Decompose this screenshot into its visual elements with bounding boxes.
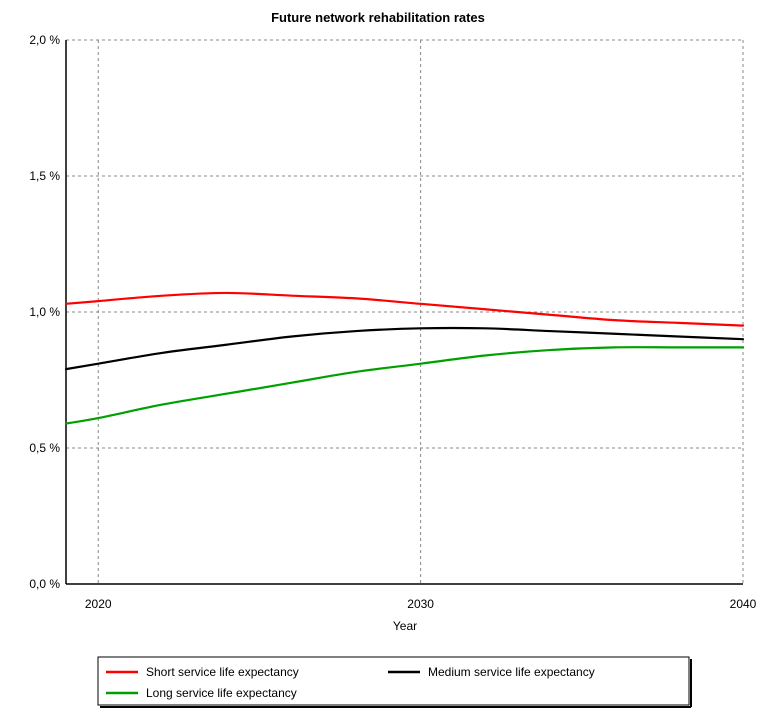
y-tick-label: 0,0 % [29,577,60,591]
x-tick-label: 2030 [407,597,434,611]
legend-label-long: Long service life expectancy [146,686,297,700]
tick-labels: 0,0 % 0,5 % 1,0 % 1,5 % 2,0 % 2020 2030 2040 [29,33,756,611]
series-line-short [64,291,745,327]
series-line-long [64,346,745,425]
legend-label-medium: Medium service life expectancy [428,665,595,679]
legend: Short service life expectancy Medium serv… [97,656,692,708]
y-tick-label: 2,0 % [29,33,60,47]
legend-label-short: Short service life expectancy [146,665,299,679]
axes [65,40,743,585]
x-tick-label: 2020 [85,597,112,611]
legend-box [97,656,690,706]
x-tick-label: 2040 [730,597,757,611]
series-line-medium [64,326,745,371]
y-tick-label: 1,5 % [29,169,60,183]
x-axis-label: Year [393,619,417,633]
grid [66,39,744,584]
series-lines [64,291,745,425]
y-tick-label: 0,5 % [29,441,60,455]
chart-title: Future network rehabilitation rates [271,10,485,25]
y-tick-label: 1,0 % [29,305,60,319]
